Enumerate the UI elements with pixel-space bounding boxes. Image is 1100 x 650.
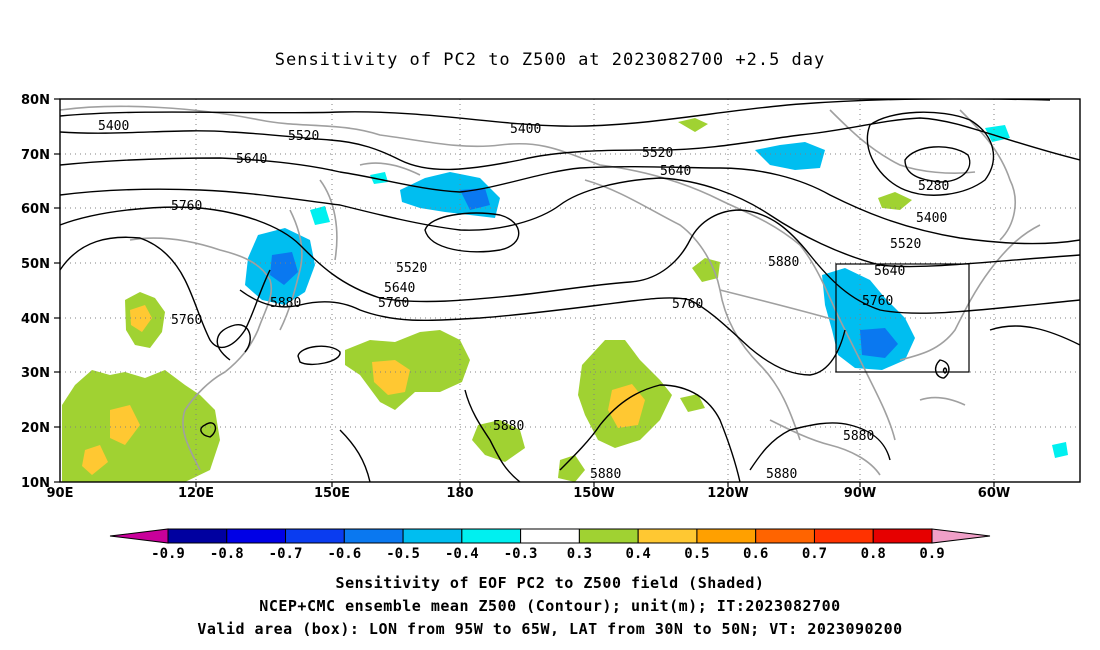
colorbar-swatch [755,528,815,544]
colorbar-swatch [696,528,757,544]
contour-label: 5880 [843,429,874,444]
lat-tick-label: 80N [21,93,50,108]
z500-contours [60,99,1080,482]
footer-line-1: Sensitivity of EOF PC2 to Z500 field (Sh… [335,574,765,592]
latitude-axis: 80N 70N 60N 50N 40N 30N 20N 10N [21,93,50,491]
colorbar-swatch [637,528,698,544]
lon-tick-label: 120W [707,486,748,501]
lon-tick-label: 150W [573,486,614,501]
colorbar-tick-label: -0.5 [386,546,420,562]
lon-tick-label: 150E [314,486,350,501]
map-frame [59,98,1081,483]
lat-tick-label: 20N [21,421,50,436]
contour-label: 5760 [171,199,202,214]
colorbar-swatch [520,528,580,544]
negative-sensitivity-shading [245,125,1068,458]
lat-tick-label: 60N [21,202,50,217]
lat-tick-label: 70N [21,148,50,163]
positive-sensitivity-shading [62,118,912,482]
lon-tick-label: 90W [844,486,876,501]
lon-tick-label: 120E [178,486,214,501]
map-title: Sensitivity of PC2 to Z500 at 2023082700… [274,50,826,70]
valid-area-box [835,263,970,373]
colorbar-swatch [343,528,404,544]
colorbar-tick-label: -0.6 [327,546,361,562]
contour-label: 5280 [918,179,949,194]
contour-label: 5760 [672,297,703,312]
colorbar-tick-label: -0.3 [504,546,538,562]
contour-label: 5880 [766,467,797,482]
contour-label: 5760 [862,294,893,309]
footer-line-3: Valid area (box): LON from 95W to 65W, L… [197,620,903,638]
lat-ticks [54,98,60,483]
contour-label: 5520 [288,129,319,144]
contour-label: 5880 [493,419,524,434]
lat-tick-label: 30N [21,366,50,381]
colorbar-right-arrow [931,528,991,544]
contour-label: 5640 [660,164,691,179]
contour-label: 5880 [270,296,301,311]
map-plot-area [60,99,1080,482]
contour-label: 5400 [510,122,541,137]
contour-label: 5880 [590,467,621,482]
contour-label: 5640 [236,152,267,167]
colorbar-tick-label: 0.5 [684,546,709,562]
colorbar-tick-label: 0.4 [626,546,651,562]
colorbar-swatch [813,528,874,544]
colorbar [109,528,991,544]
lon-tick-label: 180 [446,486,473,501]
colorbar-tick-label: -0.4 [445,546,479,562]
coastlines [60,105,1041,476]
colorbar-tick-label: 0.7 [802,546,827,562]
colorbar-tick-label: -0.7 [269,546,303,562]
colorbar-swatch [872,528,933,544]
colorbar-tick-label: 0.8 [861,546,886,562]
colorbar-tick-label: -0.9 [151,546,185,562]
contour-label: 5880 [768,255,799,270]
colorbar-tick-label: 0.9 [919,546,944,562]
contour-label: 5520 [890,237,921,252]
lon-tick-label: 60W [978,486,1010,501]
lon-ticks [195,482,995,487]
contour-labels: 5400 5520 5400 5640 5520 5640 5760 5280 … [98,119,949,482]
longitude-axis: 90E 120E 150E 180 150W 120W 90W 60W [47,486,1011,501]
lon-tick-label: 90E [47,486,74,501]
colorbar-tick-label: -0.8 [210,546,244,562]
lat-tick-label: 10N [21,476,50,491]
contour-label: 5520 [396,261,427,276]
colorbar-tick-label: 0.6 [743,546,768,562]
contour-label: 5520 [642,146,673,161]
contour-label: 5640 [874,264,905,279]
colorbar-tick-label: 0.3 [567,546,592,562]
colorbar-swatch [402,528,463,544]
colorbar-swatch [285,528,345,544]
contour-label: 5640 [384,281,415,296]
contour-label: 5760 [378,296,409,311]
colorbar-swatch [167,528,228,544]
contour-label: 5760 [171,313,202,328]
colorbar-swatch [226,528,287,544]
colorbar-swatch [578,528,639,544]
colorbar-left-arrow [109,528,169,544]
footer-line-2: NCEP+CMC ensemble mean Z500 (Contour); u… [259,597,841,615]
lat-tick-label: 50N [21,257,50,272]
colorbar-labels: -0.9 -0.8 -0.7 -0.6 -0.5 -0.4 -0.3 0.3 0.4 0.5 0.6… [151,546,945,562]
lat-tick-label: 40N [21,312,50,327]
colorbar-swatch [461,528,522,544]
contour-label: 5400 [916,211,947,226]
contour-label: 5400 [98,119,129,134]
